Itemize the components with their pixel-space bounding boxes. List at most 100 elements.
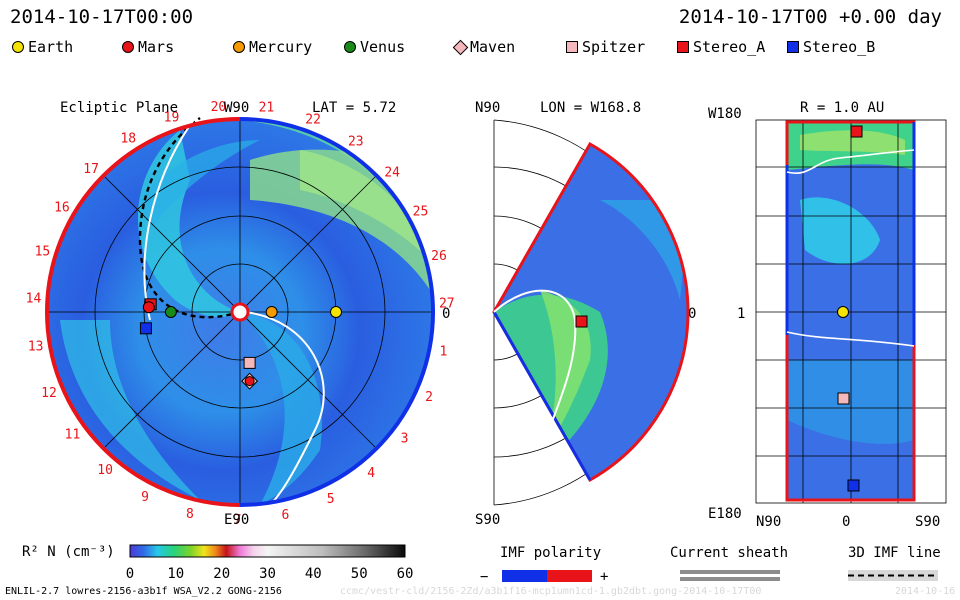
carrington-label: 3 xyxy=(401,432,409,447)
carrington-label: 7 xyxy=(234,513,242,528)
mars-marker xyxy=(244,376,255,387)
meridional-panel: N90 LON = W168.8 S90 0 xyxy=(475,100,696,528)
stereo-b-marker xyxy=(847,479,860,492)
legend-label: Spitzer xyxy=(582,38,646,56)
carrington-label: 25 xyxy=(413,205,429,220)
colorbar-tick: 20 xyxy=(213,566,230,582)
venus-icon xyxy=(344,41,356,53)
carrington-label: 8 xyxy=(186,507,194,522)
spitzer-marker xyxy=(243,356,256,369)
carrington-labels: 20 21222324252627123456789101112131415161… xyxy=(26,100,455,528)
current-sheath-line xyxy=(493,289,577,441)
legend-label: Earth xyxy=(28,38,74,56)
legend-label: Stereo_B xyxy=(803,38,876,56)
carrington-label: 12 xyxy=(41,386,57,401)
carrington-label: 21 xyxy=(259,101,275,116)
ecliptic-title: Ecliptic Plane xyxy=(60,100,178,116)
imf-minus-label: − xyxy=(480,569,488,585)
right-label-0: 0 xyxy=(442,306,450,322)
legend-item-earth: Earth xyxy=(12,38,73,56)
x-label-0: 0 xyxy=(842,514,850,530)
run-id-footer: ccmc/vestr-cld/2156-2Zd/a3b1f16-mcp1umn1… xyxy=(340,586,762,597)
legend: Earth Mars Mercury Venus Maven Spitzer S… xyxy=(0,38,960,60)
radial-grid xyxy=(755,119,947,504)
radial-title: R = 1.0 AU xyxy=(800,100,884,116)
imf-polarity-key: IMF polarity − + xyxy=(480,545,608,585)
radial-density-map xyxy=(787,122,914,500)
legend-item-maven: Maven xyxy=(452,38,516,56)
carrington-label: 6 xyxy=(281,508,289,523)
legend-label: Mars xyxy=(138,38,175,56)
x-label-s90: S90 xyxy=(915,514,940,530)
venus-marker xyxy=(164,306,177,318)
carrington-label: 22 xyxy=(305,112,321,127)
imf-polarity-edge xyxy=(492,311,592,481)
legend-item-stereo-a: Stereo_A xyxy=(677,38,765,56)
earth-marker xyxy=(837,306,849,318)
stereo-b-icon xyxy=(787,41,799,53)
legend-item-stereo-b: Stereo_B xyxy=(787,38,875,56)
spitzer-marker xyxy=(837,392,850,405)
bottom-label-e90: E90 xyxy=(224,512,249,528)
legend-label: Maven xyxy=(470,38,516,56)
colorbar-tick: 40 xyxy=(305,566,322,582)
mercury-marker xyxy=(265,306,278,318)
colorbar-label: R² N (cm⁻³) xyxy=(22,544,115,560)
carrington-label: 23 xyxy=(348,134,364,149)
legend-label: Stereo_A xyxy=(693,38,766,56)
top-label-n90: N90 xyxy=(475,100,500,116)
colorbar-tick: 60 xyxy=(397,566,414,582)
carrington-label: 16 xyxy=(54,200,70,215)
bottom-label-s90: S90 xyxy=(475,512,500,528)
carrington-label: 19 xyxy=(164,111,180,126)
spitzer-icon xyxy=(566,41,578,53)
stereo-a-marker xyxy=(850,125,863,138)
imf-3d-title: 3D IMF line xyxy=(848,545,941,561)
carrington-label: 26 xyxy=(431,249,447,264)
y-label-e180: E180 xyxy=(708,506,742,522)
carrington-label: 24 xyxy=(384,166,400,181)
lon-label: LON = W168.8 xyxy=(540,100,641,116)
colorbar: R² N (cm⁻³) 0 10 20 30 40 50 60 xyxy=(22,544,413,582)
mars-icon xyxy=(122,41,134,53)
colorbar-tick: 30 xyxy=(259,566,276,582)
colorbar-tick: 0 xyxy=(126,566,134,582)
datetime-label: 2014-10-17T00:00 xyxy=(10,6,194,28)
carrington-label: 1 xyxy=(439,344,447,359)
imf-polarity-arc xyxy=(45,311,241,507)
ecliptic-panel: 20 21222324252627123456789101112131415161… xyxy=(26,100,455,528)
lat-label: LAT = 5.72 xyxy=(312,100,396,116)
legend-item-mercury: Mercury xyxy=(233,38,312,56)
carrington-label: 27 xyxy=(439,296,455,311)
colorbar-ticks: 0 10 20 30 40 50 60 xyxy=(126,566,414,582)
meridional-density-map xyxy=(494,144,688,480)
imf-negative-swatch xyxy=(502,570,547,582)
current-sheath-line xyxy=(786,149,915,174)
imf-polarity-arc xyxy=(239,117,436,507)
carrington-label: 15 xyxy=(35,244,51,259)
radial-border xyxy=(785,120,916,502)
y-label-w180: W180 xyxy=(708,106,742,122)
imf-plus-label: + xyxy=(600,569,608,585)
carrington-label: 14 xyxy=(26,292,42,307)
model-footer: ENLIL-2.7 lowres-2156-a3b1f WSA_V2.2 GON… xyxy=(5,586,282,597)
y-label-1: 1 xyxy=(737,306,745,322)
carrington-label: 5 xyxy=(327,492,335,507)
radial-panel: R = 1.0 AU W180 1 E180 N90 0 S90 xyxy=(708,100,947,530)
sheath-swatch xyxy=(680,570,780,574)
current-sheath-line xyxy=(143,117,196,321)
legend-item-venus: Venus xyxy=(344,38,405,56)
mercury-icon xyxy=(233,41,245,53)
carrington-label: 10 xyxy=(97,463,113,478)
imf-line-3d xyxy=(138,117,241,319)
right-label-0: 0 xyxy=(688,306,696,322)
legend-label: Mercury xyxy=(249,38,313,56)
mars-marker xyxy=(142,301,155,314)
imf-polarity-title: IMF polarity xyxy=(500,545,601,561)
carrington-label: 13 xyxy=(28,340,44,355)
stereo-b-marker xyxy=(139,322,152,335)
carrington-label: 2 xyxy=(425,390,433,405)
sun-marker xyxy=(230,302,250,322)
legend-item-mars: Mars xyxy=(122,38,174,56)
